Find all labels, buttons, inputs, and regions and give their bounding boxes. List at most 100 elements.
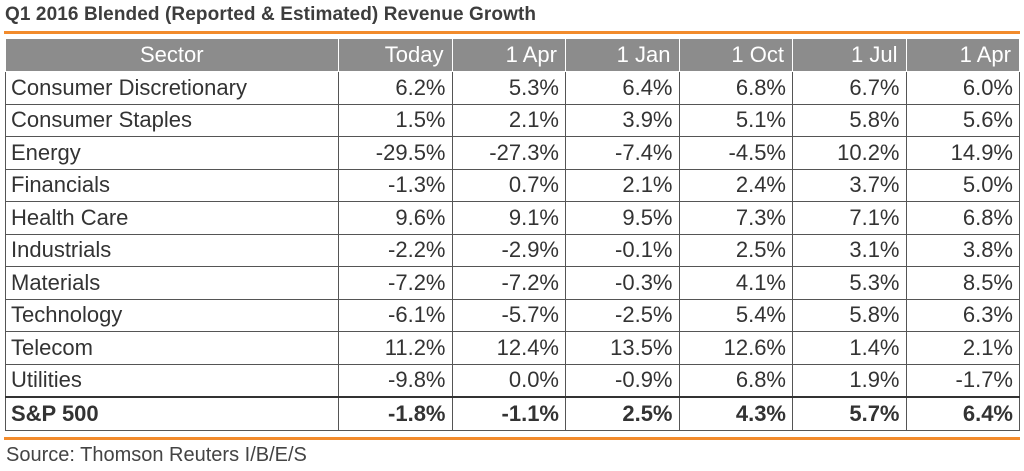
value-cell: 4.3% (679, 396, 793, 431)
value-cell: 5.1% (679, 104, 793, 137)
value-cell: -1.8% (338, 396, 453, 431)
value-cell: -9.8% (338, 364, 453, 398)
value-cell: 6.4% (565, 71, 680, 105)
value-cell: 2.1% (452, 104, 566, 137)
sector-name-cell: Energy (5, 136, 339, 170)
value-cell: 9.5% (565, 201, 680, 235)
value-cell: 3.8% (906, 234, 1020, 267)
value-cell: 6.8% (679, 364, 793, 398)
value-cell: 5.8% (792, 104, 907, 137)
value-cell: 5.7% (792, 396, 907, 431)
value-cell: -4.5% (679, 136, 793, 170)
source-note: Source: Thomson Reuters I/B/E/S (6, 444, 307, 466)
value-cell: -2.2% (338, 234, 453, 267)
value-cell: 6.3% (906, 299, 1020, 332)
sector-name-cell: Utilities (5, 364, 339, 398)
table-title: Q1 2016 Blended (Reported & Estimated) R… (5, 4, 537, 25)
value-cell: 0.0% (452, 364, 566, 398)
column-header: Today (338, 38, 453, 72)
value-cell: -5.7% (452, 299, 566, 332)
sector-name-cell: Materials (5, 266, 339, 300)
value-cell: -0.1% (565, 234, 680, 267)
value-cell: 2.1% (565, 169, 680, 202)
value-cell: 14.9% (906, 136, 1020, 170)
column-header: 1 Jul (792, 38, 907, 72)
value-cell: -29.5% (338, 136, 453, 170)
top-accent-rule (4, 31, 1020, 34)
table-row: Utilities -9.8% 0.0% -0.9% 6.8% 1.9% -1.7% (5, 364, 1020, 398)
value-cell: 6.4% (906, 396, 1020, 431)
value-cell: -0.3% (565, 266, 680, 300)
value-cell: 11.2% (338, 331, 453, 365)
total-row: S&P 500 -1.8% -1.1% 2.5% 4.3% 5.7% 6.4% (5, 396, 1020, 431)
value-cell: 13.5% (565, 331, 680, 365)
column-header: 1 Apr (452, 38, 566, 72)
header-row: Sector Today 1 Apr 1 Jan 1 Oct 1 Jul 1 Apr (5, 38, 1020, 72)
value-cell: 10.2% (792, 136, 907, 170)
sector-name-cell: S&P 500 (5, 396, 339, 431)
value-cell: 6.2% (338, 71, 453, 105)
value-cell: 5.4% (679, 299, 793, 332)
value-cell: 7.1% (792, 201, 907, 235)
value-cell: 5.8% (792, 299, 907, 332)
table-row: Consumer Staples 1.5% 2.1% 3.9% 5.1% 5.8% 5.6% (5, 104, 1020, 137)
value-cell: 2.1% (906, 331, 1020, 365)
value-cell: 9.6% (338, 201, 453, 235)
value-cell: 6.8% (679, 71, 793, 105)
value-cell: -7.2% (452, 266, 566, 300)
table-row: Health Care 9.6% 9.1% 9.5% 7.3% 7.1% 6.8% (5, 201, 1020, 235)
value-cell: 2.5% (565, 396, 680, 431)
value-cell: 5.3% (792, 266, 907, 300)
revenue-growth-table: Sector Today 1 Apr 1 Jan 1 Oct 1 Jul 1 Apr Con… (5, 38, 1020, 431)
value-cell: 7.3% (679, 201, 793, 235)
value-cell: -1.3% (338, 169, 453, 202)
value-cell: 1.4% (792, 331, 907, 365)
table-row: Energy -29.5% -27.3% -7.4% -4.5% 10.2% 14.9% (5, 136, 1020, 170)
value-cell: 12.6% (679, 331, 793, 365)
bottom-accent-rule (4, 437, 1020, 440)
sector-name-cell: Financials (5, 169, 339, 202)
value-cell: 3.1% (792, 234, 907, 267)
table-body: Consumer Discretionary 6.2% 5.3% 6.4% 6.8% 6.… (5, 71, 1020, 431)
value-cell: -6.1% (338, 299, 453, 332)
value-cell: 2.5% (679, 234, 793, 267)
value-cell: 3.7% (792, 169, 907, 202)
sector-name-cell: Industrials (5, 234, 339, 267)
value-cell: 12.4% (452, 331, 566, 365)
sector-name-cell: Consumer Staples (5, 104, 339, 137)
sector-name-cell: Technology (5, 299, 339, 332)
column-header: 1 Apr (906, 38, 1020, 72)
value-cell: 5.6% (906, 104, 1020, 137)
value-cell: 0.7% (452, 169, 566, 202)
sector-name-cell: Consumer Discretionary (5, 71, 339, 105)
value-cell: 1.9% (792, 364, 907, 398)
value-cell: -1.7% (906, 364, 1020, 398)
table-row: Technology -6.1% -5.7% -2.5% 5.4% 5.8% 6.3% (5, 299, 1020, 332)
table-row: Consumer Discretionary 6.2% 5.3% 6.4% 6.8% 6.… (5, 71, 1020, 105)
value-cell: 5.3% (452, 71, 566, 105)
table-row: Telecom 11.2% 12.4% 13.5% 12.6% 1.4% 2.1% (5, 331, 1020, 365)
table-row: Financials -1.3% 0.7% 2.1% 2.4% 3.7% 5.0% (5, 169, 1020, 202)
value-cell: -2.5% (565, 299, 680, 332)
value-cell: 3.9% (565, 104, 680, 137)
value-cell: -1.1% (452, 396, 566, 431)
value-cell: 2.4% (679, 169, 793, 202)
value-cell: 6.8% (906, 201, 1020, 235)
value-cell: -0.9% (565, 364, 680, 398)
value-cell: 1.5% (338, 104, 453, 137)
value-cell: -2.9% (452, 234, 566, 267)
value-cell: -7.4% (565, 136, 680, 170)
column-header: 1 Oct (679, 38, 793, 72)
table-row: Materials -7.2% -7.2% -0.3% 4.1% 5.3% 8.5% (5, 266, 1020, 300)
column-header: 1 Jan (565, 38, 680, 72)
value-cell: -27.3% (452, 136, 566, 170)
value-cell: 8.5% (906, 266, 1020, 300)
value-cell: 6.0% (906, 71, 1020, 105)
sector-name-cell: Health Care (5, 201, 339, 235)
value-cell: 5.0% (906, 169, 1020, 202)
value-cell: 9.1% (452, 201, 566, 235)
sector-name-cell: Telecom (5, 331, 339, 365)
value-cell: 4.1% (679, 266, 793, 300)
table-row: Industrials -2.2% -2.9% -0.1% 2.5% 3.1% 3.8% (5, 234, 1020, 267)
value-cell: 6.7% (792, 71, 907, 105)
